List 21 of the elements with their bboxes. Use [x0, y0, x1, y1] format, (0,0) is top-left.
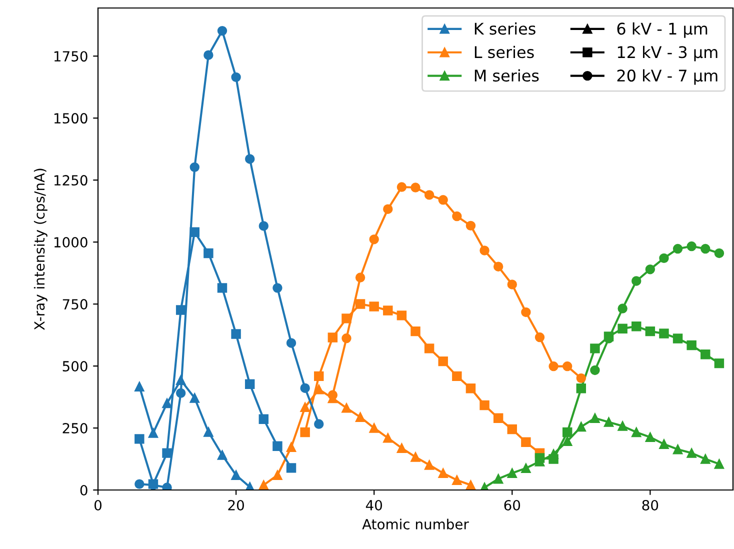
y-tick-label: 750 [62, 299, 88, 310]
x-tick-label: 60 [504, 500, 520, 510]
x-tick-label: 20 [228, 500, 244, 510]
legend-label: 6 kV - 1 µm [617, 22, 708, 38]
legend-label: L series [474, 46, 534, 58]
legend-label: 20 kV - 7 µm [617, 69, 718, 85]
y-tick-label: 1000 [54, 237, 88, 248]
y-tick-label: 1750 [54, 51, 88, 62]
x-tick-label: 0 [94, 500, 102, 510]
y-tick-label: 250 [62, 422, 88, 434]
legend-label: M series [474, 69, 539, 82]
y-tick-label: 500 [62, 360, 88, 372]
x-tick-label: 80 [642, 500, 658, 510]
y-tick-label: 0 [80, 484, 88, 496]
y-tick-label: 1500 [54, 113, 88, 124]
x-tick-label: 40 [366, 500, 382, 510]
x-axis-title: Atomic number [362, 518, 469, 530]
y-tick-label: 1250 [54, 175, 88, 186]
y-axis-title: X-ray intensity (cps/nA) [34, 168, 48, 330]
legend-label: K series [474, 22, 536, 35]
legend-label: 12 kV - 3 µm [618, 46, 718, 62]
